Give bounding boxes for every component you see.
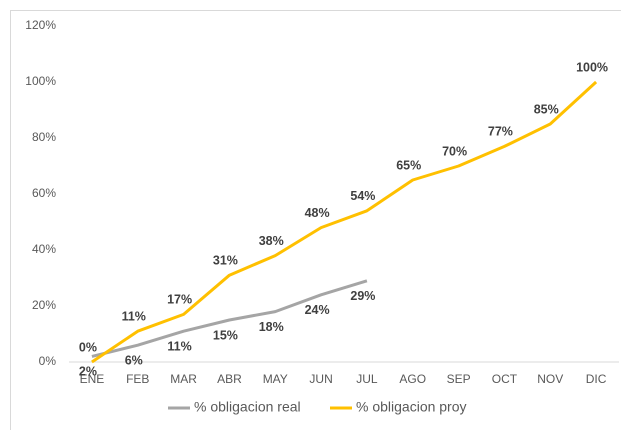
data-label: 11% — [122, 309, 146, 323]
data-label: 15% — [213, 328, 238, 342]
data-label: 17% — [167, 293, 192, 307]
data-label: 6% — [125, 353, 143, 367]
x-tick-label: SEP — [447, 372, 471, 386]
x-tick-label: JUN — [309, 372, 332, 386]
data-label: 0% — [79, 340, 97, 354]
data-label: 48% — [305, 206, 330, 220]
x-tick-label: DIC — [586, 372, 607, 386]
x-tick-label: ABR — [217, 372, 242, 386]
data-label: 85% — [534, 102, 559, 116]
x-tick-label: JUL — [356, 372, 378, 386]
x-tick-label: OCT — [492, 372, 518, 386]
y-tick-label: 0% — [39, 354, 57, 368]
x-tick-label: AGO — [399, 372, 426, 386]
data-label: 100% — [576, 60, 608, 74]
series-line — [91, 80, 598, 364]
data-label: 29% — [350, 289, 375, 303]
chart-frame — [10, 10, 621, 430]
x-tick-label: MAY — [263, 372, 288, 386]
data-label: 2% — [79, 365, 97, 379]
data-label: 54% — [350, 189, 375, 203]
x-tick-label: MAR — [170, 372, 197, 386]
series-line — [91, 279, 368, 358]
data-label: 70% — [442, 144, 467, 158]
y-tick-label: 120% — [25, 18, 56, 32]
data-label: 18% — [259, 320, 284, 334]
y-tick-label: 80% — [32, 130, 56, 144]
data-label: 77% — [488, 125, 513, 139]
data-label: 31% — [213, 253, 238, 267]
data-label: 65% — [396, 158, 421, 172]
x-tick-label: FEB — [126, 372, 149, 386]
y-tick-label: 60% — [32, 186, 56, 200]
y-tick-label: 100% — [25, 74, 56, 88]
x-tick-label: NOV — [537, 372, 563, 386]
y-tick-label: 20% — [32, 298, 56, 312]
y-tick-label: 40% — [32, 242, 56, 256]
x-tick-label: ENE — [80, 372, 105, 386]
data-label: 11% — [167, 339, 191, 353]
data-label: 24% — [305, 303, 330, 317]
data-label: 38% — [259, 234, 284, 248]
legend-label: % obligacion proy — [356, 399, 467, 415]
legend-label: % obligacion real — [194, 399, 301, 415]
